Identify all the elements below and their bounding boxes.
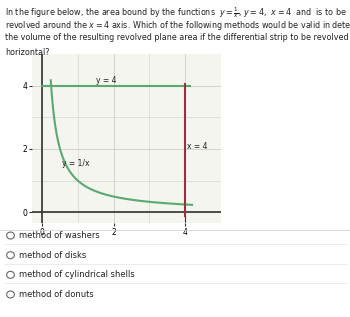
Text: method of washers: method of washers [19,231,99,240]
Text: method of disks: method of disks [19,251,86,260]
Text: method of donuts: method of donuts [19,290,93,299]
Text: In the figure below, the area bound by the functions  $y = \frac{1}{x}$, $y = 4$: In the figure below, the area bound by t… [5,5,347,20]
Text: revolved around the $x = 4$ axis. Which of the following methods would be valid : revolved around the $x = 4$ axis. Which … [5,19,350,32]
Text: horizontal?: horizontal? [5,48,50,56]
Text: the volume of the resulting revolved plane area if the differential strip to be : the volume of the resulting revolved pla… [5,33,350,42]
Text: x = 4: x = 4 [187,142,207,151]
Text: method of cylindrical shells: method of cylindrical shells [19,270,134,279]
Text: y = 1/x: y = 1/x [62,159,89,168]
Text: y = 4: y = 4 [96,76,116,85]
